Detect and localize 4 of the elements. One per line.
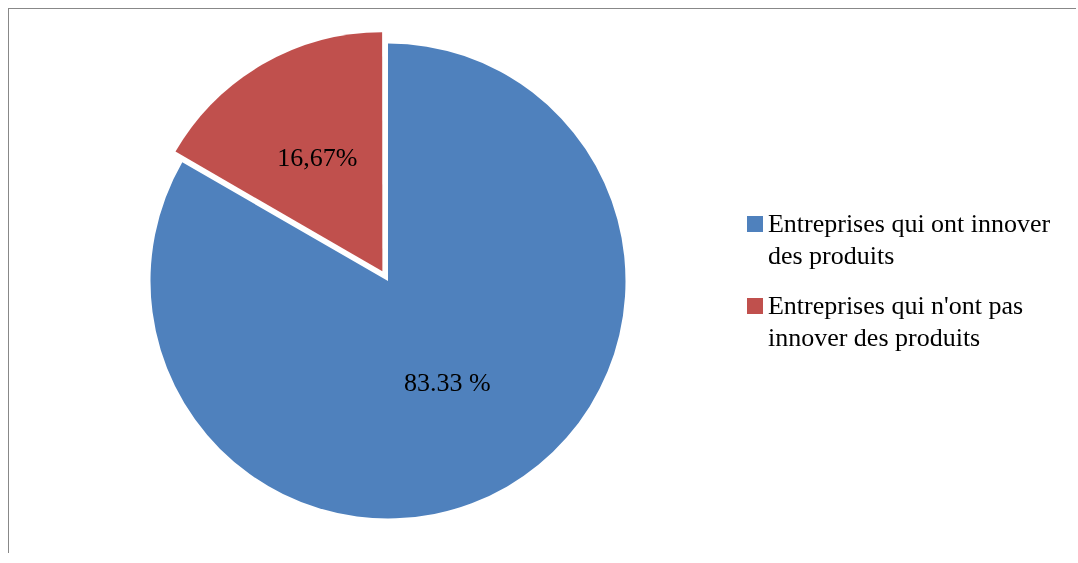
data-label: 16,67% — [277, 142, 358, 172]
legend-label: Entreprises qui ont innover des produits — [767, 208, 1052, 272]
data-label: 83.33 % — [404, 367, 491, 397]
legend-label: Entreprises qui n'ont pas innover des produits — [767, 290, 1025, 354]
